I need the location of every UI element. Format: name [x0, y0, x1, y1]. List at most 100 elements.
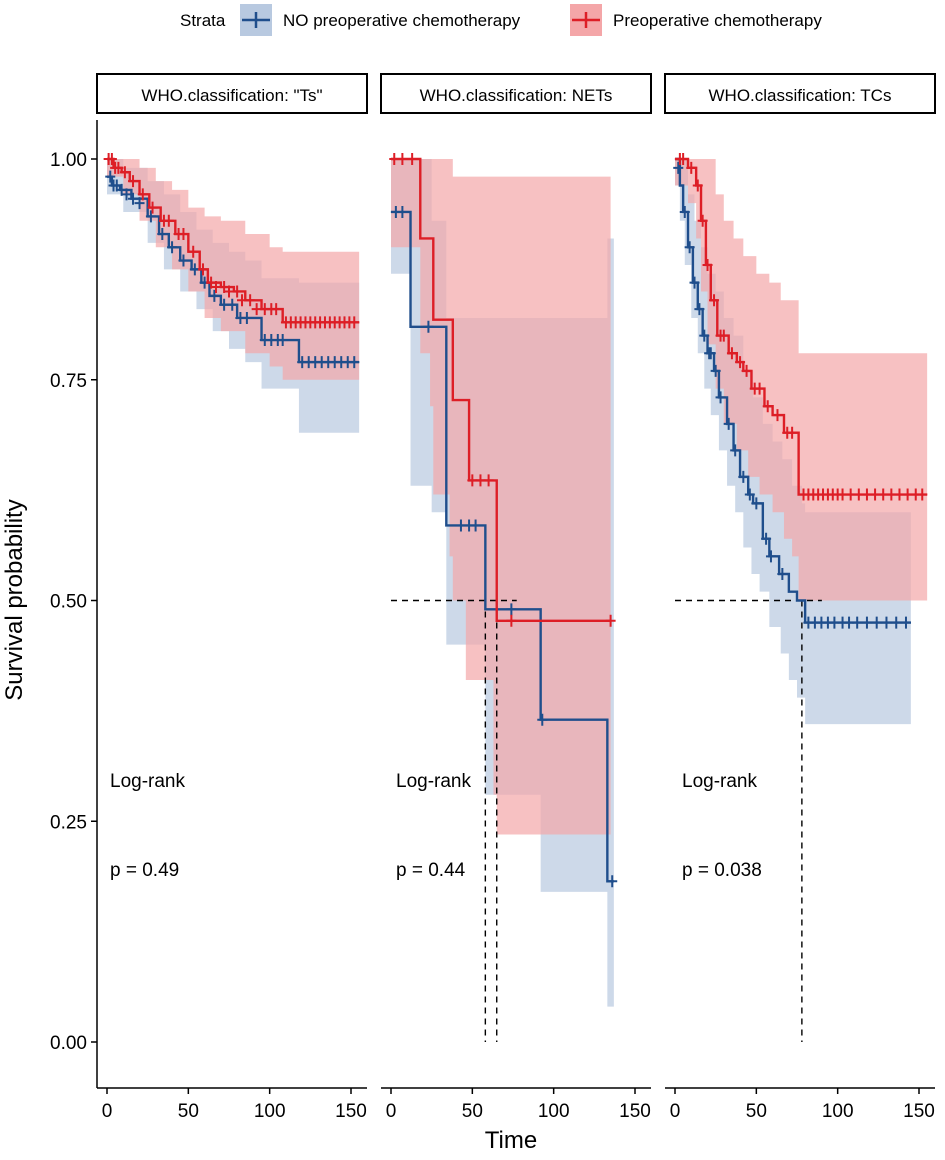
- censor-mark: [178, 228, 189, 241]
- panel-nets: 0 50 100 150: [381, 153, 651, 1122]
- censor-mark: [709, 294, 720, 307]
- km-curve-no-chemo: [107, 175, 360, 364]
- censor-mark: [232, 285, 243, 298]
- legend-key-chemo: [570, 4, 602, 36]
- censor-mark: [702, 258, 713, 271]
- x-tick-label: 0: [670, 1101, 681, 1122]
- censor-mark: [852, 616, 863, 629]
- censor-marks-chemo: [389, 153, 616, 627]
- censor-mark: [470, 519, 481, 532]
- censor-mark: [119, 166, 130, 179]
- censor-mark: [861, 616, 872, 629]
- censor-mark: [705, 347, 716, 360]
- x-axis-title: Time: [485, 1127, 537, 1154]
- x-tick-label: 50: [462, 1101, 483, 1122]
- legend-key-no-chemo: [240, 4, 272, 36]
- y-axis-title: Survival probability: [1, 499, 28, 700]
- censor-mark: [787, 426, 798, 439]
- censor-mark: [694, 303, 705, 316]
- censor-mark: [718, 329, 729, 342]
- censor-mark: [710, 364, 721, 377]
- censor-mark: [113, 161, 124, 174]
- censor-mark: [772, 409, 783, 422]
- censor-mark: [735, 356, 746, 369]
- censor-mark: [483, 474, 494, 487]
- y-tick-label: 0.75: [50, 371, 87, 392]
- censor-mark: [277, 334, 288, 347]
- censor-mark: [506, 614, 517, 627]
- censor-marks-chemo: [103, 153, 360, 329]
- censor-mark: [741, 364, 752, 377]
- censor-mark: [271, 303, 282, 316]
- panel-strip-nets-box: [380, 73, 652, 114]
- censor-mark: [900, 616, 911, 629]
- censor-mark: [726, 347, 737, 360]
- km-curve-chemo: [107, 157, 360, 324]
- x-axis-tcs: 0 50 100 150: [665, 1087, 935, 1122]
- x-axis-nets: 0 50 100 150: [381, 1087, 651, 1122]
- censor-mark: [137, 188, 148, 201]
- legend-label-chemo: Preoperative chemotherapy: [613, 11, 822, 30]
- x-axis-ts: 0 50 100 150: [97, 1087, 367, 1122]
- censor-mark: [762, 400, 773, 413]
- censor-mark: [730, 444, 741, 457]
- censor-mark: [128, 192, 139, 205]
- panel-strip-tcs: WHO.classification: TCs: [664, 73, 936, 114]
- censor-mark: [407, 153, 418, 165]
- panel-ts: 0 50 100 150: [97, 153, 367, 1122]
- x-tick-label: 100: [538, 1101, 570, 1122]
- x-tick-label: 100: [254, 1101, 286, 1122]
- p-value-ts: p = 0.49: [110, 860, 179, 881]
- censor-mark: [537, 713, 548, 726]
- censor-mark: [673, 161, 684, 174]
- legend-label-no-chemo: NO preoperative chemotherapy: [283, 11, 521, 30]
- censor-mark: [209, 289, 220, 302]
- panel-strip-nets: WHO.classification: NETs: [380, 73, 652, 114]
- censor-mark: [738, 470, 749, 483]
- censor-mark: [607, 875, 618, 888]
- ci-band-chemo: [675, 159, 928, 601]
- censor-mark: [167, 241, 178, 254]
- legend-title: Strata: [180, 11, 226, 30]
- panel-strip-tcs-label: WHO.classification: TCs: [709, 86, 892, 105]
- censor-mark: [777, 568, 788, 581]
- censor-mark: [349, 316, 360, 329]
- logrank-label-tcs: Log-rank: [682, 771, 757, 792]
- censor-mark: [692, 179, 703, 192]
- censor-mark: [241, 311, 252, 324]
- censor-mark: [917, 488, 928, 501]
- censor-mark: [423, 320, 434, 333]
- panel-strip-tcs-box: [664, 73, 936, 114]
- censor-mark: [245, 294, 256, 307]
- x-tick-label: 0: [386, 1101, 397, 1122]
- censor-mark: [145, 210, 156, 223]
- censor-marks-chemo: [674, 153, 928, 501]
- censor-mark: [105, 170, 116, 183]
- logrank-label-ts: Log-rank: [110, 771, 185, 792]
- y-tick-label: 0.25: [50, 812, 87, 833]
- censor-mark: [699, 329, 710, 342]
- km-curve-chemo: [391, 157, 611, 623]
- censor-marks-no-chemo: [390, 205, 618, 888]
- censor-mark: [178, 254, 189, 267]
- panel-strip-nets-label: WHO.classification: NETs: [420, 86, 613, 105]
- logrank-label-nets: Log-rank: [396, 771, 471, 792]
- censor-mark: [754, 382, 765, 395]
- censor-mark: [715, 391, 726, 404]
- panel-strip-ts-box: [96, 73, 368, 114]
- censor-mark: [163, 214, 174, 227]
- ci-band-chemo: [391, 159, 611, 835]
- censor-mark: [744, 488, 755, 501]
- censor-mark: [871, 616, 882, 629]
- censor-mark: [397, 153, 408, 165]
- censor-mark: [881, 616, 892, 629]
- censor-mark: [188, 245, 199, 258]
- censor-mark: [761, 532, 772, 545]
- censor-mark: [686, 161, 697, 174]
- panel-tcs: 0 50 100 150: [665, 153, 935, 1122]
- x-tick-label: 50: [178, 1101, 199, 1122]
- censor-mark: [227, 298, 238, 311]
- y-tick-label: 1.00: [50, 150, 87, 171]
